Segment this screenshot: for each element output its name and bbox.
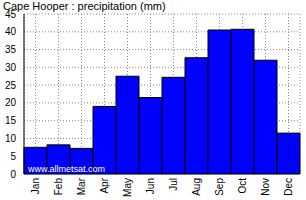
svg-text:15: 15 <box>8 115 16 126</box>
svg-text:Jun: Jun <box>145 178 156 194</box>
svg-text:40: 40 <box>8 26 16 37</box>
svg-text:25: 25 <box>8 80 16 91</box>
svg-text:Oct: Oct <box>237 178 248 194</box>
svg-text:Aug: Aug <box>191 178 202 196</box>
svg-text:Sep: Sep <box>214 178 225 196</box>
svg-text:Jul: Jul <box>168 178 179 191</box>
svg-text:Nov: Nov <box>260 178 271 196</box>
svg-text:20: 20 <box>8 97 16 108</box>
svg-text:Dec: Dec <box>283 178 294 196</box>
svg-text:45: 45 <box>8 9 16 20</box>
svg-text:5: 5 <box>10 151 16 162</box>
svg-text:0: 0 <box>10 169 16 180</box>
svg-text:30: 30 <box>8 62 16 73</box>
svg-text:Apr: Apr <box>99 177 110 193</box>
html-text:www.allmetsat.com: www.allmetsat.com <box>28 164 105 174</box>
html-text:Cape Hooper : precipitation (m: Cape Hooper : precipitation (mm) <box>3 0 166 12</box>
svg-text:May: May <box>122 178 133 197</box>
svg-text:Mar: Mar <box>76 177 87 195</box>
svg-text:Feb: Feb <box>53 178 64 196</box>
svg-text:Jan: Jan <box>30 178 41 194</box>
svg-text:35: 35 <box>8 44 16 55</box>
svg-text:10: 10 <box>8 133 16 144</box>
